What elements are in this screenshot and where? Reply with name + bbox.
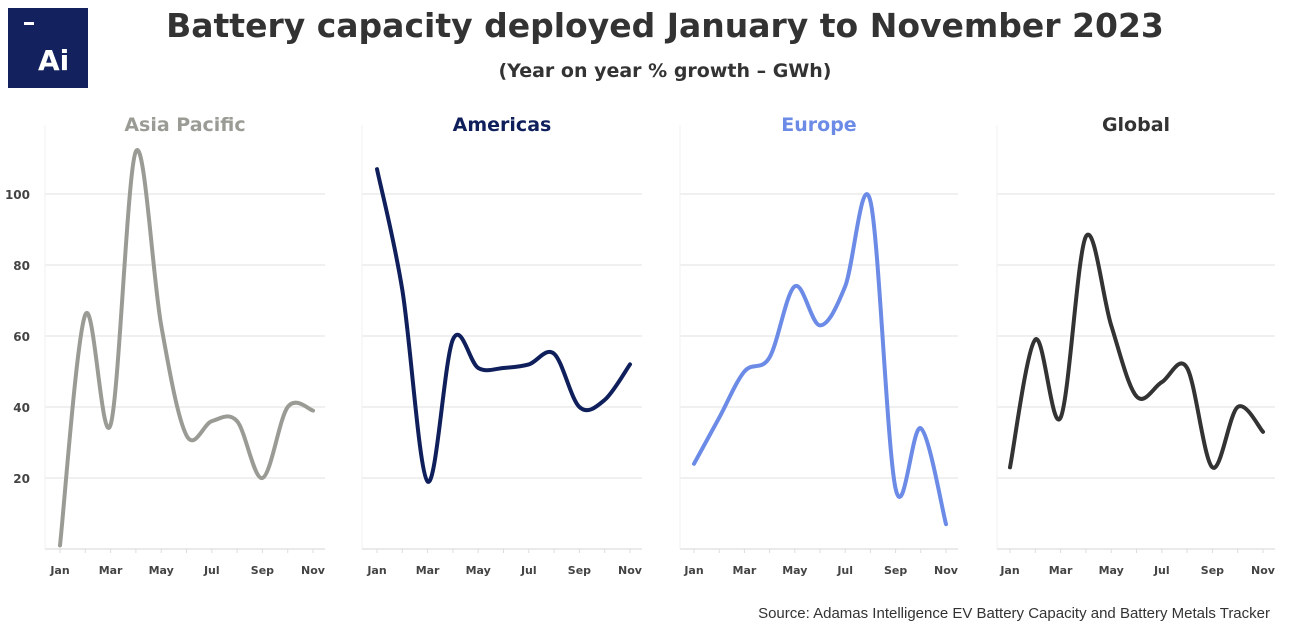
adamas-logo: Ai — [8, 8, 88, 88]
x-tick-label: Jul — [520, 564, 537, 577]
panel-title: Global — [1102, 114, 1170, 136]
x-tick-label: Nov — [618, 564, 643, 577]
x-tick-label: Jan — [999, 564, 1019, 577]
y-tick-label: 40 — [13, 401, 30, 415]
x-tick-label: Jul — [836, 564, 853, 577]
y-tick-label: 60 — [13, 330, 30, 344]
panel-americas: Americas Jan Mar May Jul Sep Nov — [361, 114, 643, 577]
x-tick-label: Sep — [251, 564, 274, 577]
x-tick-label: Jul — [1153, 564, 1170, 577]
panel-title: Americas — [453, 114, 552, 136]
x-tick-label: Sep — [1201, 564, 1224, 577]
x-tick-label: Jan — [683, 564, 703, 577]
logo-text: Ai — [38, 44, 70, 77]
x-tick-label: May — [782, 564, 807, 577]
x-tick-label: Nov — [1251, 564, 1276, 577]
chart-subtitle: (Year on year % growth – GWh) — [498, 60, 832, 82]
x-tick-label: May — [149, 564, 174, 577]
panel-title: Europe — [781, 114, 856, 136]
y-tick-label: 20 — [13, 472, 30, 486]
x-tick-label: Mar — [416, 564, 440, 577]
source-note: Source: Adamas Intelligence EV Battery C… — [758, 605, 1270, 622]
series-line — [692, 192, 948, 527]
x-tick-label: May — [466, 564, 491, 577]
x-tick-label: Mar — [733, 564, 757, 577]
x-tick-label: Jul — [203, 564, 220, 577]
series-line — [375, 167, 632, 484]
y-tick-label: 100 — [5, 188, 30, 202]
x-tick-label: Jan — [49, 564, 69, 577]
series-line — [1008, 232, 1265, 470]
chart-title: Battery capacity deployed January to Nov… — [166, 6, 1164, 45]
panel-asia-pacific: Asia Pacific Jan Mar May Jul Sep Nov 20 40 60 80 10… — [5, 114, 326, 577]
x-tick-label: Sep — [884, 564, 907, 577]
x-tick-label: Nov — [301, 564, 326, 577]
logo-dash — [24, 22, 34, 25]
panel-europe: Europe Jan Mar May Jul Sep Nov — [679, 114, 959, 577]
x-tick-label: Mar — [1049, 564, 1073, 577]
x-tick-label: Jan — [366, 564, 386, 577]
x-tick-label: Sep — [568, 564, 591, 577]
panel-global: Global Jan Mar May Jul Sep Nov — [996, 114, 1276, 577]
x-tick-label: Nov — [934, 564, 959, 577]
y-tick-label: 80 — [13, 259, 30, 273]
x-tick-label: May — [1099, 564, 1124, 577]
panel-title: Asia Pacific — [124, 114, 245, 136]
x-tick-label: Mar — [99, 564, 123, 577]
series-line — [58, 148, 315, 548]
